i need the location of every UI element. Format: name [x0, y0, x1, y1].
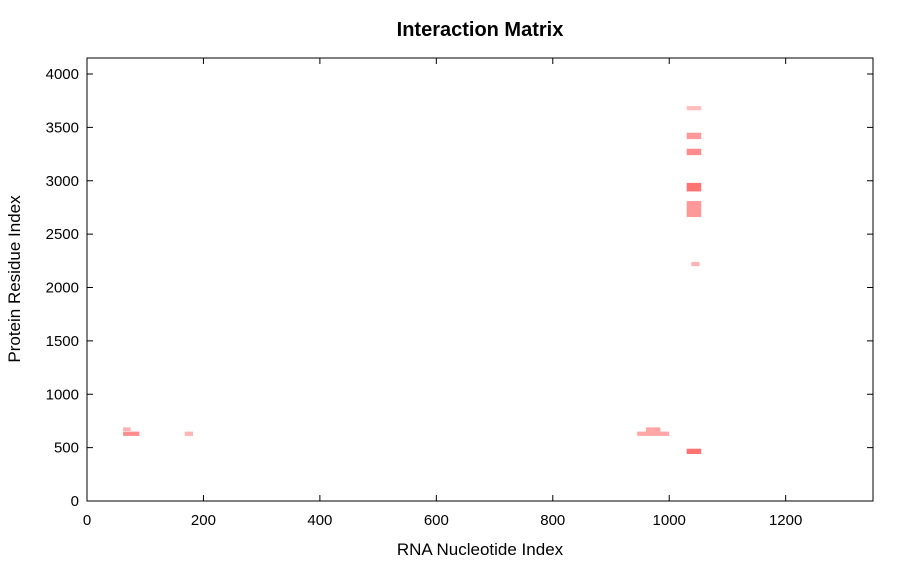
- heatmap-cell: [686, 182, 702, 192]
- heatmap-cell: [645, 427, 661, 436]
- plot-frame: [86, 57, 874, 502]
- y-tick-label: 3000: [46, 173, 79, 190]
- heatmap-cell: [686, 448, 702, 455]
- y-tick-label: 3500: [46, 119, 79, 136]
- heatmap-cell: [123, 427, 131, 432]
- y-tick-label: 0: [71, 493, 79, 510]
- x-tick-label: 0: [83, 512, 91, 529]
- x-tick-label: 200: [191, 512, 216, 529]
- y-tick-label: 500: [54, 440, 79, 457]
- heatmap-cells: [123, 106, 702, 455]
- heatmap-cell: [686, 132, 702, 140]
- y-tick-label: 1000: [46, 386, 79, 403]
- y-tick-label: 1500: [46, 333, 79, 350]
- x-tick-label: 800: [540, 512, 565, 529]
- heatmap-cell: [686, 148, 702, 156]
- chart-title: Interaction Matrix: [397, 19, 564, 41]
- heatmap-cell: [637, 431, 646, 436]
- x-tick-label: 1200: [769, 512, 802, 529]
- y-axis-label: Protein Residue Index: [5, 195, 24, 363]
- x-axis-label: RNA Nucleotide Index: [397, 540, 564, 559]
- heatmap-cell: [184, 431, 193, 436]
- y-axis-ticks: 0 500 1000 1500 2000 2500 3000 3500 4000: [46, 66, 873, 510]
- heatmap-cell: [660, 431, 670, 436]
- x-axis-ticks: 0 200 400 600 800 1000 1200: [83, 58, 802, 529]
- x-tick-label: 1000: [653, 512, 686, 529]
- heatmap-cell: [691, 261, 700, 267]
- heatmap-cell: [686, 106, 702, 111]
- y-tick-label: 4000: [46, 66, 79, 83]
- x-tick-label: 400: [307, 512, 332, 529]
- y-tick-label: 2500: [46, 226, 79, 243]
- x-tick-label: 600: [424, 512, 449, 529]
- y-tick-label: 2000: [46, 280, 79, 297]
- heatmap-cell: [123, 431, 140, 436]
- heatmap-cell: [686, 201, 702, 218]
